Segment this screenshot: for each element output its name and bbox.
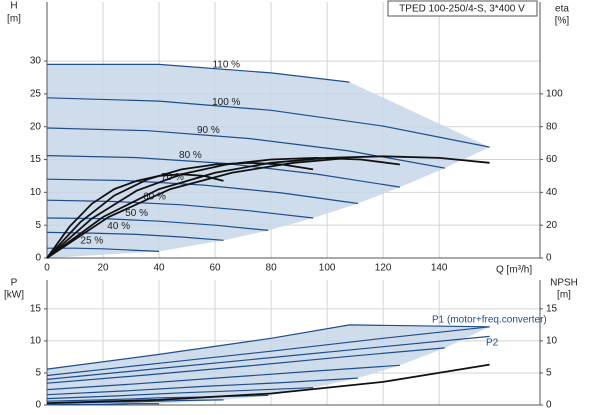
y-label: [kW]: [4, 290, 24, 301]
curve: [46, 157, 350, 259]
curve-label: 90 %: [197, 125, 220, 136]
curve-label: 50 %: [125, 208, 148, 219]
curve-label: 100 %: [212, 97, 240, 108]
y2-label: [m]: [557, 290, 571, 301]
x-tick-label: 80: [266, 263, 278, 274]
x-tick-label: 60: [210, 263, 222, 274]
curve-label: 110 %: [212, 60, 240, 71]
curve: [46, 155, 490, 259]
y-tick-label: 0: [35, 400, 41, 411]
curve: [46, 387, 314, 400]
curve: [46, 377, 358, 396]
y-tick-label: 0: [35, 253, 41, 264]
y-tick-label: 15: [30, 303, 42, 314]
y2-label: NPSH: [550, 278, 578, 289]
y-tick-label: 5: [35, 220, 41, 231]
y2-tick-label: 60: [546, 154, 558, 165]
y-tick-label: 10: [30, 187, 42, 198]
curve: [46, 199, 314, 219]
y-tick-label: 15: [30, 154, 42, 165]
curve: [46, 363, 490, 404]
curve: [46, 97, 490, 148]
operating-area: [47, 64, 490, 258]
y2-tick-label: 20: [546, 220, 558, 231]
curve: [47, 247, 160, 252]
y2-tick-label: 15: [546, 303, 558, 314]
curve: [47, 403, 159, 405]
y-tick-label: 30: [30, 56, 42, 67]
curve-label: 25 %: [80, 235, 103, 246]
title-box: [387, 0, 538, 17]
x-tick-label: 0: [44, 263, 50, 274]
y2-tick-label: 0: [546, 400, 552, 411]
annotation: P2: [486, 338, 499, 349]
curve: [46, 324, 490, 370]
plot-area: [46, 280, 540, 406]
y2-tick-label: 80: [546, 121, 558, 132]
annotation: P1 (motor+freq.converter): [432, 315, 547, 326]
x-tick-label: 140: [431, 263, 448, 274]
y-tick-label: 10: [30, 336, 42, 347]
curve-label: 40 %: [107, 221, 130, 232]
y2-tick-label: 100: [546, 89, 563, 100]
y-tick-label: 20: [30, 121, 42, 132]
y2-tick-label: 10: [546, 336, 558, 347]
y2-label: [%]: [555, 16, 570, 27]
operating-area: [47, 324, 490, 405]
curve-label: 80 %: [179, 150, 202, 161]
x-tick-label: 100: [319, 263, 336, 274]
y-label: H: [10, 1, 17, 12]
y-label: P: [11, 278, 18, 289]
y2-tick-label: 5: [546, 368, 552, 379]
chart-title: TPED 100-250/4-S, 3*400 V: [399, 4, 525, 15]
y2-tick-label: 0: [546, 253, 552, 264]
x-tick-label: 120: [375, 263, 392, 274]
curve: [46, 173, 224, 259]
curve: [46, 326, 490, 377]
curve: [46, 161, 314, 259]
y2-tick-label: 40: [546, 187, 558, 198]
x-tick-label: 20: [97, 263, 109, 274]
y2-label: eta: [555, 4, 569, 15]
x-label: Q [m³/h]: [496, 265, 532, 276]
curve: [46, 364, 400, 391]
x-tick-label: 40: [153, 263, 165, 274]
curve: [47, 63, 350, 83]
curve: [46, 347, 445, 384]
curve: [46, 335, 490, 380]
plot-area: [46, 2, 540, 259]
y-label: [m]: [7, 14, 21, 25]
curve: [46, 178, 358, 205]
y-tick-label: 25: [30, 89, 42, 100]
y-tick-label: 5: [35, 368, 41, 379]
